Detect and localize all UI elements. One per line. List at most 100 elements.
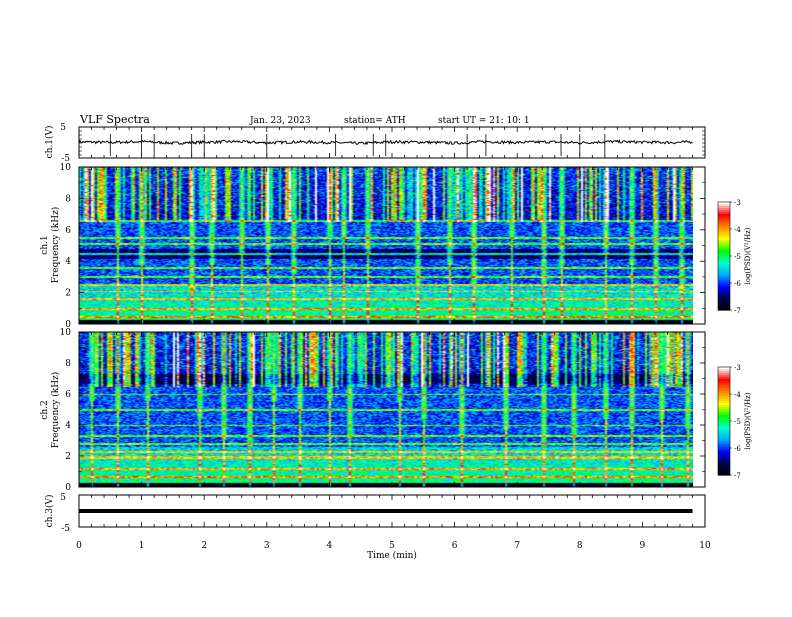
time-tick-label: 7 xyxy=(514,541,520,551)
colorbar-swatch xyxy=(718,405,730,408)
time-tick-label: 3 xyxy=(264,541,270,551)
colorbar-swatch xyxy=(718,254,730,257)
colorbar-swatch xyxy=(718,272,730,275)
colorbar-tick-label: -5 xyxy=(734,418,741,426)
frequency-tick-label: 6 xyxy=(65,390,71,400)
colorbar-swatch xyxy=(718,274,730,277)
colorbar-swatch xyxy=(718,214,730,217)
colorbar-swatch xyxy=(718,449,730,452)
colorbar-swatch xyxy=(718,417,730,420)
colorbar-swatch xyxy=(718,288,730,291)
colorbar-swatch xyxy=(718,216,730,219)
frequency-tick-label: 10 xyxy=(60,328,72,338)
colorbar-swatch xyxy=(718,427,730,430)
colorbar-swatch xyxy=(718,459,730,462)
time-tick-label: 5 xyxy=(389,541,395,551)
colorbar-swatch xyxy=(718,471,730,474)
colorbar-swatch xyxy=(718,457,730,460)
colorbar-swatch xyxy=(718,246,730,249)
colorbar-tick-label: -3 xyxy=(734,364,741,372)
colorbar-tick-label: -5 xyxy=(734,253,741,261)
colorbar-tick-label: -7 xyxy=(734,472,741,480)
colorbar-swatch xyxy=(718,465,730,468)
frequency-tick-label: 2 xyxy=(65,452,71,462)
colorbar-swatch xyxy=(718,228,730,231)
colorbar-swatch xyxy=(718,393,730,396)
colorbar-swatch xyxy=(718,371,730,374)
colorbar-swatch xyxy=(718,224,730,227)
ch1-frequency-ticks: 0 2 4 6 8 10 xyxy=(60,163,705,330)
colorbar-swatch xyxy=(718,238,730,241)
time-tick-label: 9 xyxy=(640,541,646,551)
colorbar-swatch xyxy=(718,264,730,267)
colorbar-swatch xyxy=(718,397,730,400)
colorbar-swatch xyxy=(718,300,730,303)
colorbar-tick-label: -7 xyxy=(734,307,741,315)
colorbar-tick-label: -3 xyxy=(734,199,741,207)
time-tick-label: 0 xyxy=(76,541,82,551)
frequency-tick-label: 10 xyxy=(60,163,72,173)
colorbar-swatch xyxy=(718,421,730,424)
colorbar-swatch xyxy=(718,282,730,285)
time-axis-label: Time (min) xyxy=(367,550,417,561)
colorbar-swatch xyxy=(718,403,730,406)
colorbar-swatch xyxy=(718,469,730,472)
frequency-tick-label: 8 xyxy=(65,359,71,369)
frequency-tick-label: 0 xyxy=(65,320,71,330)
colorbar-swatch xyxy=(718,276,730,279)
colorbar-swatch xyxy=(718,381,730,384)
colorbar-swatch xyxy=(718,425,730,428)
colorbar-swatch xyxy=(718,226,730,229)
colorbar-swatch xyxy=(718,443,730,446)
colorbar-swatch xyxy=(718,290,730,293)
colorbar-swatch xyxy=(718,441,730,444)
colorbar-swatch xyxy=(718,298,730,301)
colorbar-swatch xyxy=(718,218,730,221)
ch1-spectrogram-image xyxy=(79,167,693,324)
frequency-tick-label: 8 xyxy=(65,194,71,204)
ch1-colorbar: -3 -4 -5 -6 -7 log(PSD)(V²/Hz) xyxy=(717,199,752,315)
colorbar-swatch xyxy=(718,252,730,255)
ch3-ytick-bottom: -5 xyxy=(61,524,70,534)
colorbar-swatch xyxy=(718,431,730,434)
colorbar-swatch xyxy=(718,369,730,372)
colorbar-tick-label: -4 xyxy=(734,391,741,399)
ch3-waveform-ylabel: ch.3(V) xyxy=(44,495,55,528)
colorbar-swatch xyxy=(718,409,730,412)
colorbar-swatch xyxy=(718,232,730,235)
colorbar-swatch xyxy=(718,284,730,287)
colorbar-label: log(PSD)(V²/Hz) xyxy=(744,392,752,449)
ch2-frequency-ticks: 0 2 4 6 8 10 xyxy=(60,328,705,493)
colorbar-swatch xyxy=(718,437,730,440)
colorbar-swatch xyxy=(718,447,730,450)
colorbar-swatch xyxy=(718,270,730,273)
ch2-spectrogram-panel: 0 2 4 6 8 10 ch.2 Frequency (kHz) -3 -4 -5 -6 -7 l… xyxy=(40,328,752,493)
colorbar-swatch xyxy=(718,433,730,436)
start-time-label: start UT = 21: 10: 1 xyxy=(438,116,530,126)
colorbar-swatch xyxy=(718,302,730,305)
colorbar-swatch xyxy=(718,306,730,309)
colorbar-swatch xyxy=(718,236,730,239)
colorbar-swatch xyxy=(718,445,730,448)
colorbar-label: log(PSD)(V²/Hz) xyxy=(744,227,752,284)
colorbar-swatch xyxy=(718,202,730,205)
colorbar-swatch xyxy=(718,429,730,432)
colorbar-swatch xyxy=(718,415,730,418)
ch3-waveform-panel: 5 -5 ch.3(V) xyxy=(44,493,706,534)
frequency-tick-label: 4 xyxy=(65,257,71,267)
colorbar-swatch xyxy=(718,413,730,416)
colorbar-swatch xyxy=(718,308,730,311)
colorbar-swatch xyxy=(718,467,730,470)
ch2-spectrogram-image xyxy=(79,332,693,487)
colorbar-swatch xyxy=(718,373,730,376)
ch1-spectrogram-ylabel-frequency: Frequency (kHz) xyxy=(50,207,61,284)
time-tick-label: 6 xyxy=(452,541,458,551)
colorbar-swatch xyxy=(718,379,730,382)
colorbar-swatch xyxy=(718,266,730,269)
colorbar-swatch xyxy=(718,399,730,402)
colorbar-swatch xyxy=(718,278,730,281)
colorbar-swatch xyxy=(718,423,730,426)
colorbar-swatch xyxy=(718,212,730,215)
